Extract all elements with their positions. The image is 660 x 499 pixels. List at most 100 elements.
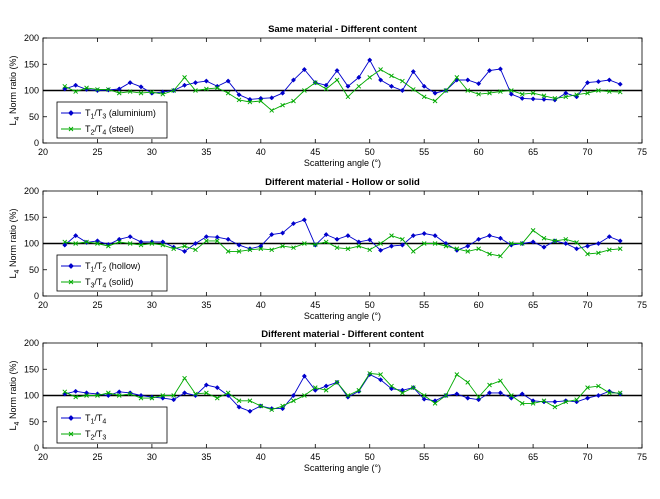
- data-point: [323, 383, 329, 389]
- data-point: [258, 98, 264, 104]
- data-point: [552, 404, 558, 410]
- data-point: [312, 242, 318, 247]
- data-point: [203, 78, 209, 84]
- data-point: [476, 246, 481, 252]
- data-point: [367, 57, 373, 63]
- data-point: [225, 90, 231, 96]
- data-point: [323, 232, 329, 238]
- data-point: [454, 391, 460, 397]
- data-point: [476, 236, 482, 242]
- data-point: [584, 395, 591, 401]
- data-point: [149, 395, 155, 401]
- legend-marker-1: [68, 415, 74, 421]
- data-point: [290, 392, 297, 399]
- data-point: [138, 239, 144, 245]
- x-tick-label: 25: [92, 147, 102, 157]
- data-point: [138, 84, 144, 90]
- data-point: [421, 83, 427, 89]
- data-point: [127, 241, 133, 246]
- data-point: [214, 238, 220, 244]
- data-point: [617, 390, 623, 396]
- y-axis-label: L4 Norm ratio (%): [8, 56, 21, 126]
- legend-label-part: T: [85, 277, 91, 287]
- data-point: [530, 239, 536, 245]
- legend-label-part: 3: [102, 435, 106, 442]
- y-axis-label: L4 Norm ratio (%): [8, 361, 21, 431]
- data-point: [465, 77, 471, 83]
- x-tick-label: 40: [256, 147, 266, 157]
- data-point: [388, 243, 395, 249]
- data-point: [519, 401, 525, 406]
- data-point: [595, 79, 601, 85]
- x-tick-label: 40: [256, 300, 266, 310]
- data-point: [203, 234, 209, 240]
- data-point: [596, 383, 601, 389]
- data-point: [574, 246, 580, 252]
- data-point: [214, 385, 220, 391]
- data-point: [519, 391, 525, 397]
- data-point: [203, 382, 209, 388]
- chart-panel-3: Different material - Different content20…: [8, 329, 647, 473]
- data-point: [367, 237, 373, 243]
- data-point: [302, 241, 307, 246]
- legend-label-part: (solid): [106, 277, 133, 287]
- x-tick-label: 25: [92, 452, 102, 462]
- legend-label-part: /T: [94, 413, 103, 423]
- data-point: [421, 396, 427, 402]
- data-point: [138, 90, 144, 96]
- x-tick-label: 70: [583, 452, 593, 462]
- data-point: [563, 94, 569, 100]
- x-axis-label: Scattering angle (°): [304, 158, 381, 168]
- data-point: [138, 395, 144, 401]
- data-point: [73, 82, 79, 88]
- legend-label-part: (aluminium): [106, 108, 156, 118]
- data-point: [541, 96, 547, 102]
- data-point: [487, 251, 492, 257]
- data-point: [367, 75, 373, 80]
- data-point: [585, 90, 590, 96]
- data-point: [541, 398, 547, 404]
- x-tick-label: 30: [147, 452, 157, 462]
- x-tick-label: 20: [38, 452, 48, 462]
- data-point: [116, 239, 122, 245]
- data-point: [552, 96, 558, 101]
- data-point: [95, 393, 100, 398]
- chart-title: Different material - Hollow or solid: [265, 177, 420, 188]
- data-point: [574, 240, 579, 245]
- legend-label-2: T3/T4 (solid): [85, 277, 133, 290]
- data-point: [563, 399, 569, 405]
- y-tick-label: 0: [34, 138, 39, 148]
- data-point: [465, 395, 471, 401]
- data-point: [225, 236, 231, 242]
- data-point: [519, 91, 525, 97]
- data-point: [487, 90, 492, 96]
- legend-label-part: /T: [94, 429, 103, 439]
- data-point: [280, 243, 285, 249]
- data-point: [269, 108, 275, 113]
- data-point: [84, 239, 89, 245]
- data-point: [127, 391, 133, 397]
- data-point: [508, 393, 514, 398]
- data-point: [127, 80, 133, 86]
- y-tick-label: 0: [34, 443, 39, 453]
- data-point: [345, 246, 351, 252]
- data-point: [73, 241, 78, 246]
- data-point: [389, 73, 394, 79]
- series-line-1: [64, 59, 621, 101]
- data-point: [204, 238, 209, 244]
- data-point: [486, 233, 493, 239]
- data-point: [410, 69, 416, 75]
- x-tick-label: 35: [201, 452, 211, 462]
- data-point: [106, 243, 111, 249]
- data-point: [269, 247, 275, 253]
- x-tick-label: 75: [637, 452, 647, 462]
- legend-marker-2: [68, 431, 74, 437]
- data-point: [574, 397, 579, 403]
- data-point: [84, 393, 89, 398]
- y-axis-label-main: L: [8, 120, 18, 125]
- legend-label-part: 4: [102, 419, 106, 426]
- data-point: [356, 243, 362, 249]
- data-point: [323, 239, 329, 245]
- x-tick-label: 70: [583, 147, 593, 157]
- legend-label-part: T: [85, 261, 91, 271]
